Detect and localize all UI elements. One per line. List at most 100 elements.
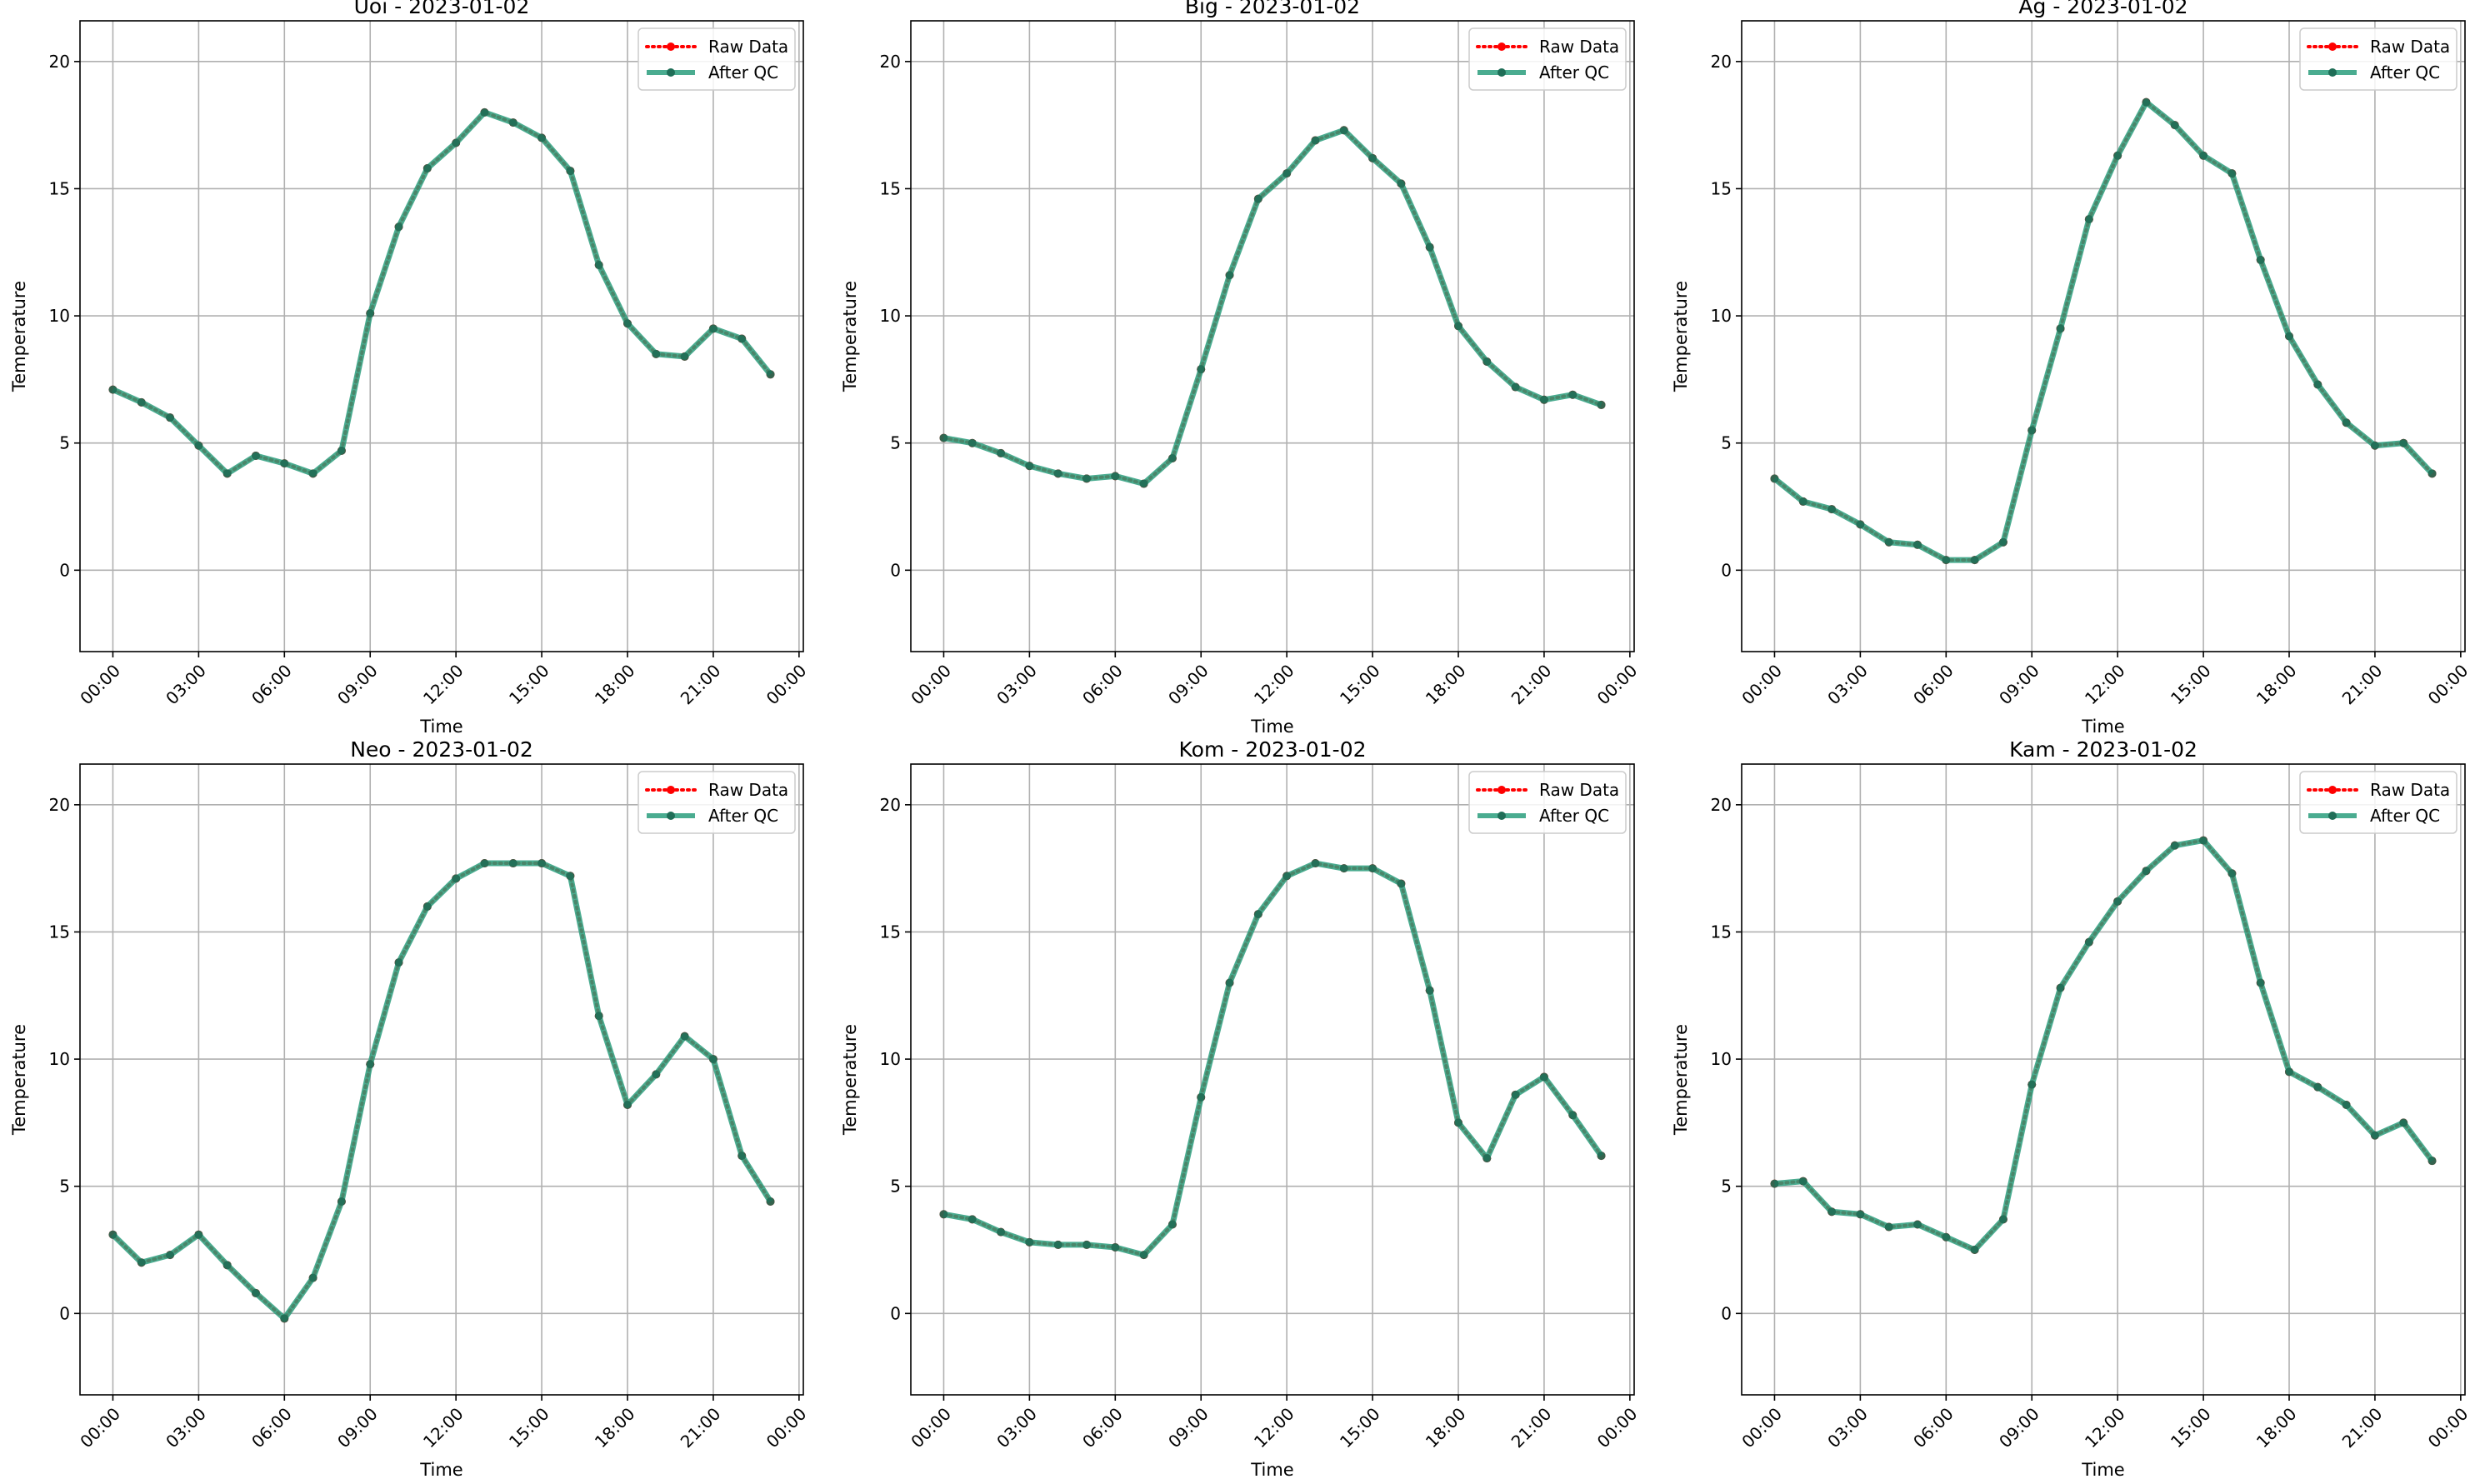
y-axis-label: Temperature (1671, 1024, 1691, 1136)
after-qc-point (2056, 983, 2065, 992)
legend-marker-raw-data (667, 786, 675, 794)
x-tick-label: 06:00 (1078, 1404, 1127, 1452)
after-qc-point (2199, 151, 2208, 160)
after-qc-point (222, 469, 232, 478)
legend-marker-raw-data (667, 42, 675, 51)
x-tick-label: 09:00 (1164, 661, 1212, 709)
y-axis-label: Temperature (9, 1024, 29, 1136)
x-tick-label: 12:00 (1250, 661, 1298, 709)
x-tick-label: 00:00 (1593, 661, 1642, 709)
x-tick-label: 09:00 (1164, 1404, 1212, 1452)
legend-label: Raw Data (2370, 780, 2450, 800)
y-tick-label: 15 (49, 178, 70, 198)
after-qc-point (1425, 986, 1434, 995)
x-tick-label: 18:00 (1422, 661, 1470, 709)
after-qc-point (1798, 497, 1808, 506)
after-qc-point (538, 133, 547, 142)
after-qc-point (1568, 1111, 1578, 1120)
y-tick-label: 0 (59, 560, 70, 580)
x-tick-label: 21:00 (2338, 1404, 2387, 1452)
series-line-after-qc (942, 127, 1602, 487)
plot-frame (910, 763, 1635, 1396)
after-qc-point (337, 446, 346, 455)
legend-marker-raw-data (2328, 786, 2337, 794)
after-qc-point (337, 1197, 346, 1207)
x-tick-label: 03:00 (992, 1404, 1041, 1452)
x-tick-label: 00:00 (762, 1404, 811, 1452)
after-qc-point (1397, 179, 1406, 188)
x-tick-label: 09:00 (333, 1404, 382, 1452)
legend-marker-raw-data (1498, 42, 1506, 51)
after-qc-point (2056, 324, 2065, 333)
subplot-4: 0 5 10 15 20 00:00 03:00 06:00 09:00 12:00 15:00 18… (9, 737, 810, 1480)
after-qc-point (2370, 1131, 2379, 1140)
after-qc-point (566, 872, 575, 881)
after-qc-point (1942, 1232, 1951, 1242)
after-qc-point (1828, 1207, 1837, 1217)
after-qc-point (1311, 136, 1320, 145)
after-qc-point (1912, 1220, 1922, 1229)
x-tick-label: 06:00 (1909, 661, 1958, 709)
x-axis-label: Time (419, 717, 462, 737)
subplot-5: 0 5 10 15 20 00:00 03:00 06:00 09:00 12:00 15:00 18… (840, 737, 1641, 1480)
after-qc-point (422, 164, 432, 173)
after-qc-point (1082, 474, 1091, 483)
after-qc-point (1970, 1246, 1979, 1255)
after-qc-point (137, 1258, 146, 1267)
after-qc-point (2113, 151, 2122, 160)
after-qc-point (2285, 332, 2294, 341)
x-tick-label: 21:00 (1508, 661, 1556, 709)
x-axis-label: Time (2081, 717, 2124, 737)
after-qc-point (1168, 1220, 1177, 1229)
x-tick-label: 15:00 (1336, 661, 1384, 709)
y-tick-label: 5 (59, 433, 70, 453)
x-tick-label: 00:00 (76, 661, 124, 709)
after-qc-point (2113, 897, 2122, 906)
after-qc-point (1197, 365, 1206, 374)
plot-frame (910, 20, 1635, 652)
legend-marker-after-qc (2328, 68, 2337, 77)
x-tick-label: 18:00 (591, 1404, 639, 1452)
legend-label: After QC (2370, 806, 2440, 826)
after-qc-point (708, 1055, 718, 1064)
x-tick-label: 06:00 (1078, 661, 1127, 709)
after-qc-point (1454, 322, 1463, 331)
after-qc-point (108, 1230, 118, 1239)
subplot-title: Neo - 2023-01-02 (350, 737, 533, 762)
y-tick-label: 20 (880, 795, 901, 815)
legend-label: Raw Data (708, 780, 788, 800)
after-qc-point (997, 1227, 1006, 1237)
after-qc-point (1111, 472, 1120, 481)
legend-marker-after-qc (1498, 812, 1506, 820)
subplot-title: Ag - 2023-01-02 (2018, 0, 2188, 18)
x-tick-label: 21:00 (1508, 1404, 1556, 1452)
x-tick-label: 18:00 (2252, 1404, 2301, 1452)
after-qc-point (2313, 380, 2322, 389)
after-qc-point (2084, 215, 2093, 224)
legend-marker-after-qc (1498, 68, 1506, 77)
after-qc-point (652, 349, 661, 358)
after-qc-point (968, 1215, 977, 1224)
after-qc-point (1942, 556, 1951, 565)
after-qc-point (1111, 1242, 1120, 1252)
y-axis-label: Temperature (840, 1024, 860, 1136)
after-qc-point (594, 261, 603, 270)
series-line-raw-data (1772, 99, 2434, 562)
after-qc-point (1339, 126, 1348, 135)
plot-frame (79, 763, 804, 1396)
x-tick-label: 21:00 (2338, 661, 2387, 709)
after-qc-point (1225, 271, 1234, 280)
series-line-raw-data (111, 110, 772, 476)
after-qc-point (1053, 1240, 1062, 1249)
subplot-title: Big - 2023-01-02 (1185, 0, 1360, 18)
after-qc-point (166, 413, 175, 422)
y-tick-label: 20 (1711, 795, 1732, 815)
subplot-title: Kam - 2023-01-02 (2009, 737, 2198, 762)
subplot-2: 0 5 10 15 20 00:00 03:00 06:00 09:00 12:00 15:00 18… (840, 0, 1641, 737)
after-qc-point (452, 138, 461, 147)
subplot-title: Uoi - 2023-01-02 (354, 0, 530, 18)
after-qc-point (1253, 194, 1262, 203)
x-tick-label: 12:00 (419, 661, 468, 709)
after-qc-point (2256, 255, 2265, 264)
y-tick-label: 10 (880, 1049, 901, 1069)
